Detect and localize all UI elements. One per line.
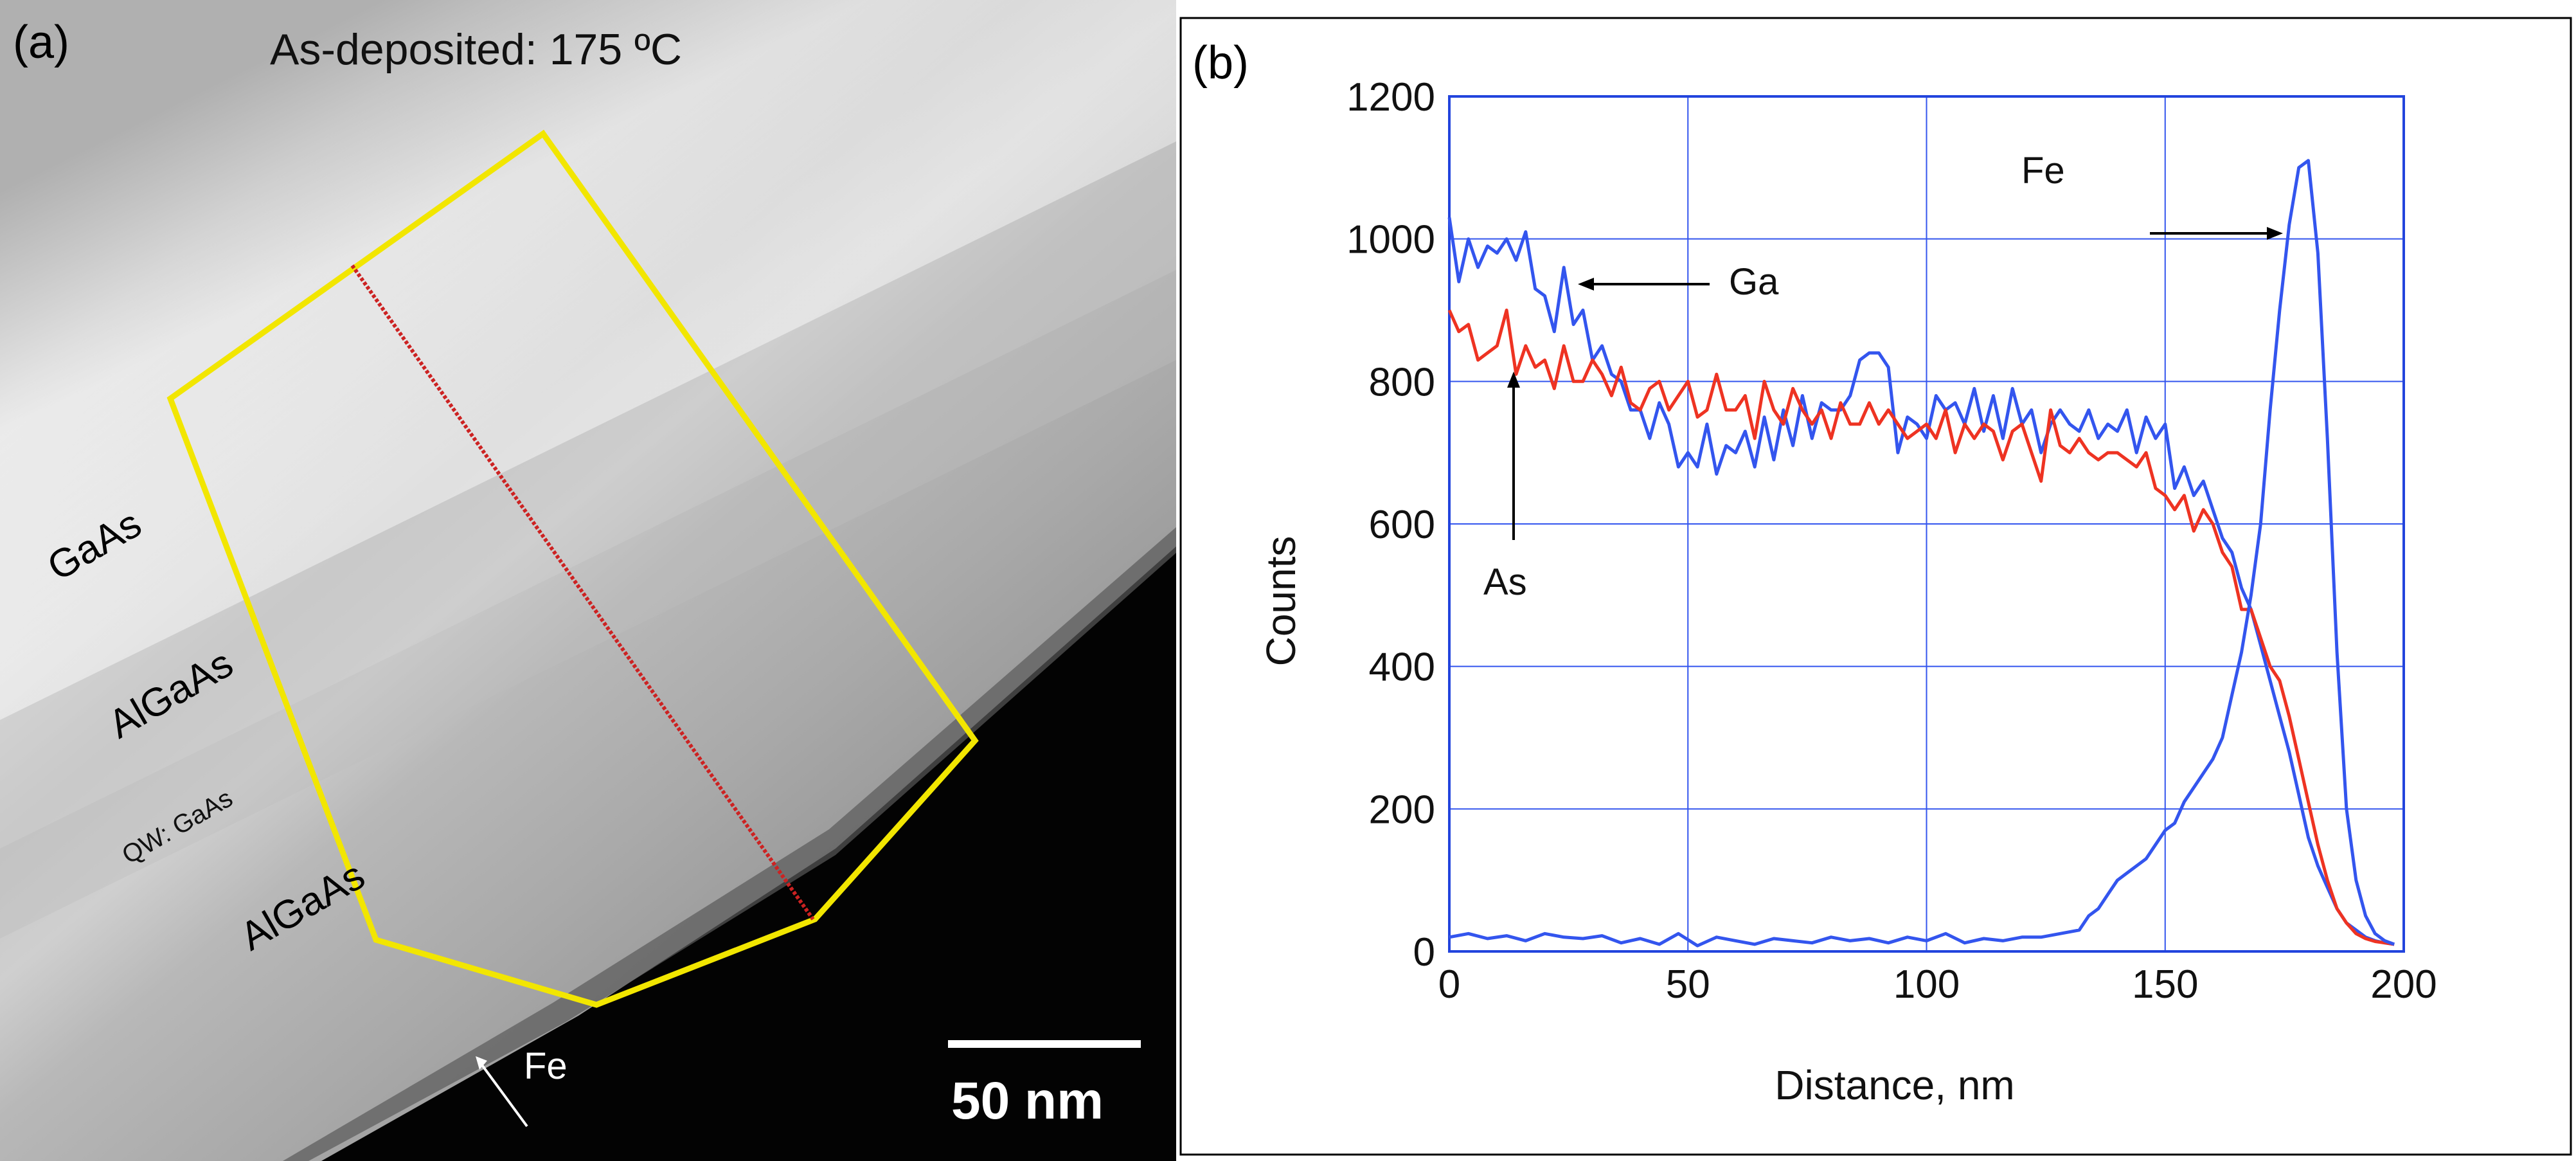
series-layer	[1447, 159, 2395, 948]
fe-arrow	[478, 1059, 528, 1128]
tem-fe-region	[321, 546, 1176, 1161]
x-axis-label: Distance, nm	[1775, 1062, 2014, 1108]
annotation-ga: Ga	[1578, 261, 1779, 303]
tem-layer-band-1	[0, 141, 1176, 849]
fe-chart-arrow-head	[2267, 227, 2283, 240]
plot-area-frame	[1448, 95, 2405, 953]
ga-arrow-head	[1578, 278, 1594, 291]
annotation-as: As	[1483, 372, 1527, 603]
x-tick-label-150: 150	[2132, 962, 2198, 1007]
tem-top-region	[0, 0, 1176, 720]
fe-chart-label: Fe	[2021, 150, 2065, 192]
y-tick-label-1000: 1000	[1346, 218, 1435, 262]
panel-b-label: (b)	[1192, 37, 1249, 89]
y-tick-label-0: 0	[1413, 930, 1435, 975]
annotation-fe: Fe	[2021, 150, 2283, 240]
panel-a-title: As-deposited: 175 ºC	[270, 25, 682, 74]
x-tick-label-100: 100	[1893, 962, 1960, 1007]
y-axis-label: Counts	[1258, 536, 1304, 667]
line-scan-path	[350, 264, 815, 921]
as-label: As	[1483, 561, 1527, 603]
series-line-ga	[1447, 217, 2395, 946]
x-tick-label-200: 200	[2370, 962, 2437, 1007]
y-tick-label-200: 200	[1369, 788, 1435, 832]
panel-b-frame	[1179, 17, 2572, 1156]
as-arrow-head	[1507, 372, 1520, 388]
series-line-as	[1447, 309, 2395, 946]
tem-layer-band-2	[0, 270, 1176, 939]
y-tick-label-400: 400	[1369, 645, 1435, 690]
analysis-region-box	[166, 129, 979, 1008]
scale-bar-label: 50 nm	[951, 1072, 1104, 1130]
panel-b: (b) 0 50 100 150 200 0 200 400 600 800 1000 1200 Di…	[1179, 17, 2572, 1156]
ga-label: Ga	[1729, 261, 1779, 303]
y-tick-label-600: 600	[1369, 503, 1435, 547]
tick-labels: 0 50 100 150 200 0 200 400 600 800 1000 1200	[1346, 75, 2437, 1007]
y-tick-label-800: 800	[1369, 360, 1435, 404]
panel-a: (a) As-deposited: 175 ºC GaAs AlGaAs QW:…	[0, 0, 1176, 1161]
x-tick-label-50: 50	[1666, 962, 1710, 1007]
fe-label: Fe	[524, 1045, 568, 1087]
fe-arrow-head	[476, 1056, 487, 1070]
scale-bar	[948, 1040, 1141, 1048]
y-tick-label-1200: 1200	[1346, 75, 1435, 120]
series-line-fe	[1449, 159, 2395, 948]
x-tick-label-0: 0	[1438, 962, 1460, 1007]
panel-a-label: (a)	[13, 17, 69, 68]
